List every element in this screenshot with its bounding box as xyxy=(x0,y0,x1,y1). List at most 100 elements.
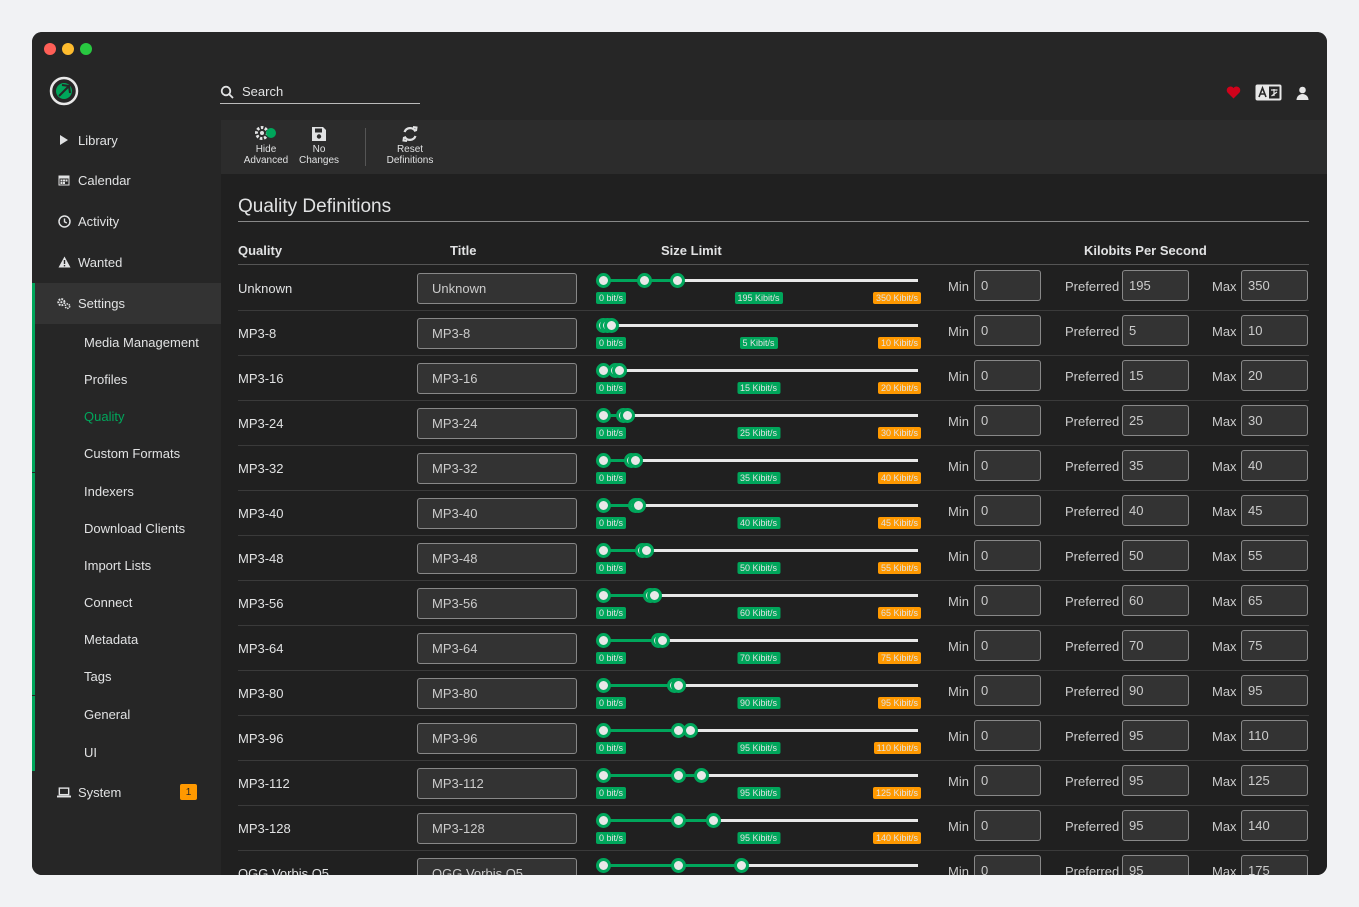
slider-track[interactable] xyxy=(603,549,918,552)
preferred-input[interactable] xyxy=(1122,720,1189,751)
title-input[interactable] xyxy=(417,273,577,304)
title-input[interactable] xyxy=(417,498,577,529)
preferred-input[interactable] xyxy=(1122,855,1189,875)
sidebar-item-activity[interactable]: Activity xyxy=(32,201,221,241)
max-input[interactable] xyxy=(1241,360,1308,391)
sidebar-sub-connect[interactable]: Connect xyxy=(32,584,221,621)
slider-handle-max[interactable] xyxy=(682,723,698,738)
slider-handle-max[interactable] xyxy=(694,768,710,783)
size-limit-slider[interactable]: 0 bit/s 195 Kibit/s 350 Kibit/s xyxy=(596,266,921,311)
slider-track[interactable] xyxy=(603,504,918,507)
title-input[interactable] xyxy=(417,678,577,709)
sidebar-item-library[interactable]: Library xyxy=(32,120,221,160)
slider-handle-preferred[interactable] xyxy=(636,273,652,288)
min-input[interactable] xyxy=(974,405,1041,436)
min-input[interactable] xyxy=(974,855,1041,875)
slider-track[interactable] xyxy=(603,684,918,687)
maximize-window-button[interactable] xyxy=(80,43,92,55)
max-input[interactable] xyxy=(1241,630,1308,661)
slider-track[interactable] xyxy=(603,594,918,597)
max-input[interactable] xyxy=(1241,495,1308,526)
sidebar-sub-general[interactable]: General xyxy=(32,696,221,733)
preferred-input[interactable] xyxy=(1122,765,1189,796)
max-input[interactable] xyxy=(1241,450,1308,481)
slider-track[interactable] xyxy=(603,279,918,282)
max-input[interactable] xyxy=(1241,405,1308,436)
sidebar-sub-indexers[interactable]: Indexers xyxy=(32,473,221,510)
slider-handle-max[interactable] xyxy=(706,813,722,828)
preferred-input[interactable] xyxy=(1122,405,1189,436)
slider-track[interactable] xyxy=(603,864,918,867)
slider-handle-max[interactable] xyxy=(619,408,635,423)
title-input[interactable] xyxy=(417,723,577,754)
sidebar-sub-profiles[interactable]: Profiles xyxy=(32,361,221,398)
translate-icon[interactable] xyxy=(1255,84,1282,101)
slider-handle-max[interactable] xyxy=(647,588,663,603)
min-input[interactable] xyxy=(974,495,1041,526)
size-limit-slider[interactable]: 0 bit/s 95 Kibit/s 110 Kibit/s xyxy=(596,716,921,761)
slider-handle-preferred[interactable] xyxy=(670,858,686,873)
size-limit-slider[interactable]: 0 bit/s 90 Kibit/s 95 Kibit/s xyxy=(596,671,921,716)
slider-track[interactable] xyxy=(603,369,918,372)
sidebar-item-system[interactable]: System 1 xyxy=(32,772,221,812)
title-input[interactable] xyxy=(417,858,577,875)
slider-handle-max[interactable] xyxy=(603,318,619,333)
size-limit-slider[interactable]: 0 bit/s 15 Kibit/s 20 Kibit/s xyxy=(596,356,921,401)
hide-advanced-button[interactable]: Hide Advanced xyxy=(243,124,289,166)
max-input[interactable] xyxy=(1241,585,1308,616)
min-input[interactable] xyxy=(974,810,1041,841)
slider-track[interactable] xyxy=(603,414,918,417)
slider-handle-preferred[interactable] xyxy=(670,813,686,828)
size-limit-slider[interactable]: 0 bit/s 95 Kibit/s 125 Kibit/s xyxy=(596,761,921,806)
heart-icon[interactable] xyxy=(1226,86,1241,99)
slider-handle-max[interactable] xyxy=(669,273,685,288)
sidebar-sub-ui[interactable]: UI xyxy=(32,733,221,771)
min-input[interactable] xyxy=(974,720,1041,751)
min-input[interactable] xyxy=(974,315,1041,346)
user-icon[interactable] xyxy=(1296,86,1309,100)
slider-handle-min[interactable] xyxy=(596,633,611,648)
preferred-input[interactable] xyxy=(1122,495,1189,526)
preferred-input[interactable] xyxy=(1122,585,1189,616)
sidebar-sub-media-management[interactable]: Media Management xyxy=(32,324,221,361)
preferred-input[interactable] xyxy=(1122,315,1189,346)
close-window-button[interactable] xyxy=(44,43,56,55)
max-input[interactable] xyxy=(1241,720,1308,751)
max-input[interactable] xyxy=(1241,765,1308,796)
slider-handle-preferred[interactable] xyxy=(670,768,686,783)
slider-handle-min[interactable] xyxy=(596,588,611,603)
size-limit-slider[interactable]: 0 bit/s 60 Kibit/s 65 Kibit/s xyxy=(596,581,921,626)
slider-handle-min[interactable] xyxy=(596,813,611,828)
sidebar-sub-download-clients[interactable]: Download Clients xyxy=(32,510,221,547)
min-input[interactable] xyxy=(974,450,1041,481)
sidebar-item-wanted[interactable]: Wanted xyxy=(32,242,221,282)
title-input[interactable] xyxy=(417,768,577,799)
save-button[interactable]: No Changes xyxy=(299,124,339,166)
title-input[interactable] xyxy=(417,588,577,619)
slider-track[interactable] xyxy=(603,324,918,327)
slider-handle-max[interactable] xyxy=(627,453,643,468)
max-input[interactable] xyxy=(1241,675,1308,706)
preferred-input[interactable] xyxy=(1122,540,1189,571)
preferred-input[interactable] xyxy=(1122,270,1189,301)
slider-handle-max[interactable] xyxy=(639,543,655,558)
title-input[interactable] xyxy=(417,408,577,439)
slider-handle-min[interactable] xyxy=(596,453,611,468)
search-input[interactable] xyxy=(242,84,418,99)
reset-definitions-button[interactable]: Reset Definitions xyxy=(385,124,435,166)
slider-handle-max[interactable] xyxy=(733,858,749,873)
min-input[interactable] xyxy=(974,765,1041,796)
slider-track[interactable] xyxy=(603,774,918,777)
slider-track[interactable] xyxy=(603,639,918,642)
max-input[interactable] xyxy=(1241,855,1308,875)
size-limit-slider[interactable]: 0 bit/s 50 Kibit/s 55 Kibit/s xyxy=(596,536,921,581)
slider-track[interactable] xyxy=(603,459,918,462)
min-input[interactable] xyxy=(974,585,1041,616)
sidebar-item-settings[interactable]: Settings xyxy=(32,283,221,324)
preferred-input[interactable] xyxy=(1122,450,1189,481)
size-limit-slider[interactable]: 0 bit/s 35 Kibit/s 40 Kibit/s xyxy=(596,446,921,491)
min-input[interactable] xyxy=(974,540,1041,571)
max-input[interactable] xyxy=(1241,540,1308,571)
size-limit-slider[interactable] xyxy=(596,851,921,875)
title-input[interactable] xyxy=(417,633,577,664)
